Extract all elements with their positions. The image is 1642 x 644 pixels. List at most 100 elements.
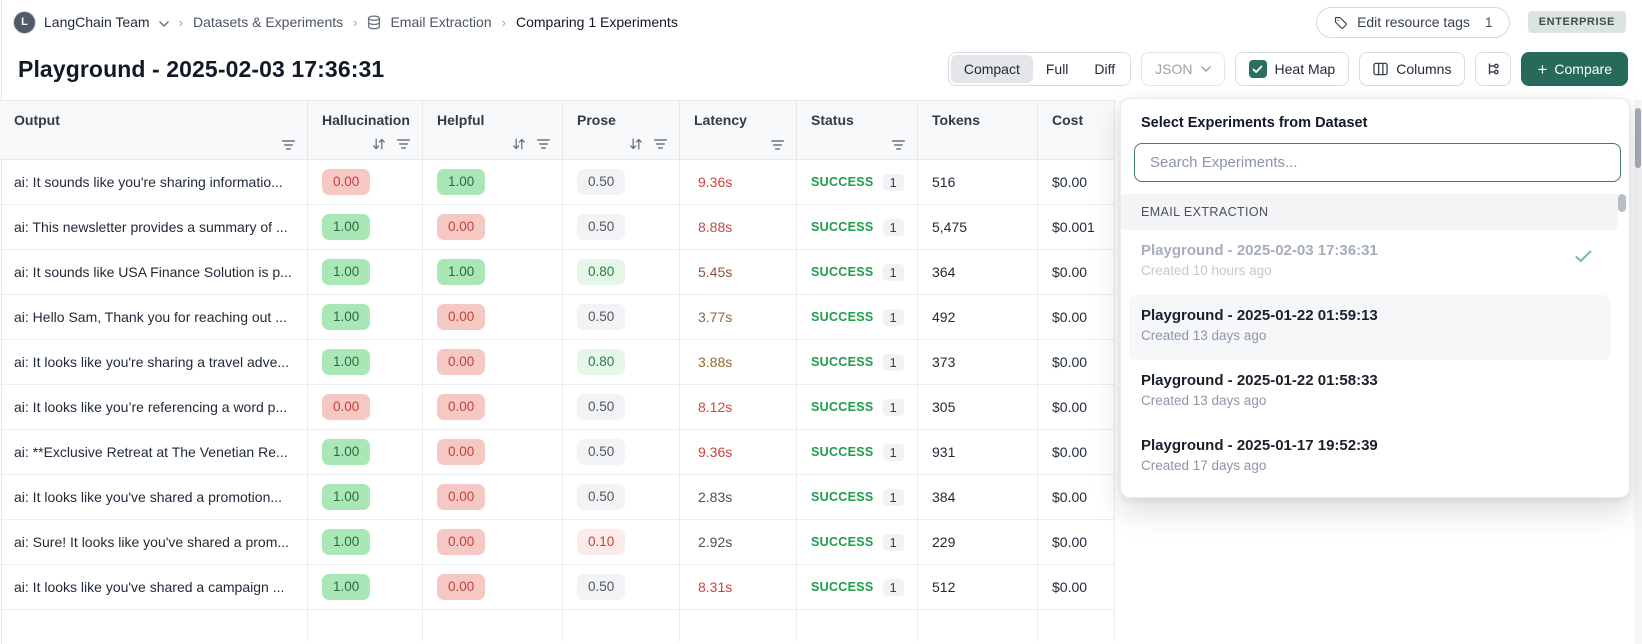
helpful-score-chip[interactable]: 0.00 (437, 484, 486, 510)
helpful-cell: 0.00 (423, 565, 563, 609)
view-mode-compact[interactable]: Compact (950, 55, 1033, 83)
hallucination-score-chip[interactable]: 1.00 (322, 484, 371, 510)
edit-resource-tags-button[interactable]: Edit resource tags 1 (1316, 6, 1510, 38)
hallucination-score-chip[interactable]: 1.00 (322, 439, 371, 465)
breadcrumb-dataset-name[interactable]: Email Extraction (390, 14, 492, 30)
cost-cell: $0.00 (1038, 475, 1115, 519)
helpful-score-chip[interactable]: 0.00 (437, 574, 486, 600)
trace-tree-view-button[interactable] (1475, 52, 1512, 86)
prose-score-chip[interactable]: 0.50 (577, 304, 626, 330)
view-mode-full[interactable]: Full (1033, 55, 1082, 83)
hallucination-cell: 1.00 (308, 430, 423, 474)
output-text: ai: It sounds like you're sharing inform… (14, 174, 283, 190)
prose-score-chip[interactable]: 0.80 (577, 349, 626, 375)
hallucination-score-chip[interactable]: 1.00 (322, 529, 371, 555)
prose-score-chip[interactable]: 0.50 (577, 484, 626, 510)
heat-map-toggle[interactable]: Heat Map (1234, 52, 1350, 86)
filter-icon[interactable] (537, 139, 550, 149)
search-experiments-input[interactable] (1134, 143, 1621, 182)
latency-cell: 3.77s (680, 295, 797, 339)
json-format-dropdown[interactable]: JSON (1141, 52, 1225, 86)
helpful-score-chip[interactable]: 1.00 (437, 169, 486, 195)
compare-button[interactable]: + Compare (1521, 52, 1628, 86)
helpful-score-chip[interactable]: 0.00 (437, 304, 486, 330)
column-header-output[interactable]: Output (0, 101, 308, 159)
output-cell[interactable]: ai: Sure! It looks like you've shared a … (0, 520, 308, 564)
output-cell[interactable]: ai: This newsletter provides a summary o… (0, 205, 308, 249)
prose-score-chip[interactable]: 0.50 (577, 169, 626, 195)
helpful-score-chip[interactable]: 0.00 (437, 214, 486, 240)
hallucination-cell: 1.00 (308, 520, 423, 564)
hallucination-score-chip[interactable]: 1.00 (322, 214, 371, 240)
page-scrollbar-thumb[interactable] (1635, 108, 1641, 168)
prose-score-chip[interactable]: 0.10 (577, 529, 626, 555)
breadcrumb-datasets-experiments[interactable]: Datasets & Experiments (192, 14, 344, 30)
column-header-hallucination[interactable]: Hallucination (308, 101, 423, 159)
helpful-score-chip[interactable]: 1.00 (437, 259, 486, 285)
status-cell: SUCCESS 1 (797, 205, 918, 249)
column-header-status[interactable]: Status (797, 101, 918, 159)
prose-score-chip[interactable]: 0.50 (577, 214, 626, 240)
output-cell[interactable]: ai: Hello Sam, Thank you for reaching ou… (0, 295, 308, 339)
helpful-score-chip[interactable]: 0.00 (437, 394, 486, 420)
prose-score-chip[interactable]: 0.50 (577, 574, 626, 600)
sort-icon[interactable] (372, 138, 386, 150)
column-header-cost[interactable]: Cost (1038, 101, 1115, 159)
hallucination-score-chip[interactable]: 1.00 (322, 349, 371, 375)
column-header-icons (629, 138, 667, 150)
hallucination-score-chip[interactable]: 0.00 (322, 394, 371, 420)
filter-icon[interactable] (654, 139, 667, 149)
cost-cell: $0.00 (1038, 385, 1115, 429)
view-mode-diff[interactable]: Diff (1081, 55, 1128, 83)
hallucination-cell: 1.00 (308, 475, 423, 519)
helpful-score-chip[interactable]: 0.00 (437, 529, 486, 555)
helpful-score-chip[interactable]: 0.00 (437, 439, 486, 465)
heat-map-checkbox[interactable] (1248, 60, 1267, 78)
cost-cell: $0.00 (1038, 295, 1115, 339)
filter-icon[interactable] (282, 140, 295, 150)
team-avatar[interactable]: L (14, 11, 35, 33)
prose-score-chip[interactable]: 0.50 (577, 394, 626, 420)
check-icon (1575, 250, 1592, 263)
filter-icon[interactable] (397, 139, 410, 149)
breadcrumb-team[interactable]: LangChain Team (44, 14, 150, 30)
filter-icon[interactable] (892, 140, 905, 150)
experiment-list-item[interactable]: Playground - 2025-01-22 01:59:13 Created … (1129, 295, 1611, 360)
helpful-score-chip[interactable]: 0.00 (437, 349, 486, 375)
experiment-created-at: Created 17 days ago (1141, 458, 1267, 473)
columns-button[interactable]: Columns (1359, 52, 1466, 86)
latency-cell: 9.36s (680, 430, 797, 474)
tag-icon (1333, 15, 1348, 30)
prose-score-chip[interactable]: 0.50 (577, 439, 626, 465)
chevron-down-icon[interactable] (158, 14, 169, 30)
popover-scrollbar-thumb[interactable] (1618, 194, 1626, 212)
experiment-list-item[interactable]: Playground - 2025-01-22 01:58:33 Created … (1121, 360, 1618, 425)
column-header-tokens[interactable]: Tokens (918, 101, 1038, 159)
resource-tags-count: 1 (1484, 14, 1493, 30)
output-cell[interactable]: ai: It sounds like you're sharing inform… (0, 160, 308, 204)
output-cell[interactable]: ai: It looks like you're sharing a trave… (0, 340, 308, 384)
output-cell[interactable]: ai: It looks like you've shared a promot… (0, 475, 308, 519)
hallucination-score-chip[interactable]: 1.00 (322, 304, 371, 330)
sort-icon[interactable] (512, 138, 526, 150)
output-cell[interactable]: ai: **Exclusive Retreat at The Venetian … (0, 430, 308, 474)
filter-icon[interactable] (771, 140, 784, 150)
output-cell[interactable]: ai: It looks like you’re referencing a w… (0, 385, 308, 429)
prose-cell: 0.80 (563, 340, 680, 384)
column-header-helpful[interactable]: Helpful (423, 101, 563, 159)
hallucination-score-chip[interactable]: 1.00 (322, 259, 371, 285)
column-header-latency[interactable]: Latency (680, 101, 797, 159)
column-header-label: Tokens (932, 112, 980, 128)
empty-cell (563, 610, 680, 642)
output-cell[interactable]: ai: It sounds like USA Finance Solution … (0, 250, 308, 294)
experiment-list-item[interactable]: Playground - 2025-01-17 19:52:39 Created … (1121, 425, 1618, 490)
prose-score-chip[interactable]: 0.80 (577, 259, 626, 285)
topbar-right: Edit resource tags 1 ENTERPRISE (1316, 6, 1626, 38)
column-header-prose[interactable]: Prose (563, 101, 680, 159)
output-cell[interactable]: ai: It looks like you've shared a campai… (0, 565, 308, 609)
status-count-badge: 1 (882, 263, 904, 281)
page-scrollbar[interactable] (1634, 100, 1642, 644)
hallucination-score-chip[interactable]: 0.00 (322, 169, 371, 195)
sort-icon[interactable] (629, 138, 643, 150)
hallucination-score-chip[interactable]: 1.00 (322, 574, 371, 600)
